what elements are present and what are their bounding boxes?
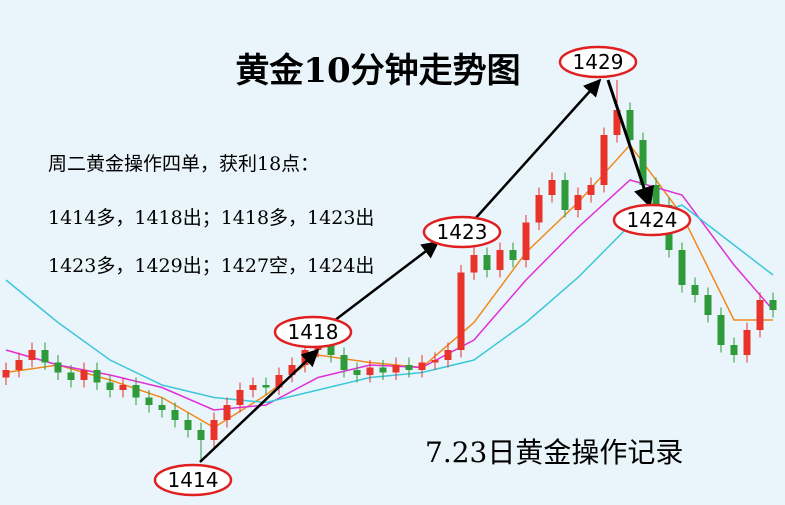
candle-body — [145, 397, 153, 405]
candle-body — [444, 350, 452, 360]
annotation: 1418 — [288, 320, 339, 344]
annotation-bubble — [558, 45, 638, 79]
candle-body — [132, 385, 140, 398]
note: 1414多，1418出；1418多，1423出 — [48, 207, 374, 229]
candle-body — [80, 370, 88, 380]
overlay: 1414 1418 1423 1429 1424 — [153, 45, 692, 497]
candle-body — [93, 370, 101, 383]
candle-body — [756, 300, 764, 330]
candle-body — [678, 250, 686, 285]
candle-body — [184, 420, 192, 430]
candle-body — [522, 222, 530, 260]
annotation: 1414 — [168, 468, 219, 492]
candle-body — [613, 110, 621, 135]
arrow — [606, 79, 654, 208]
candle-body — [535, 195, 543, 223]
candle-body — [249, 385, 257, 390]
candle-body — [743, 330, 751, 355]
candle-body — [67, 372, 75, 380]
candle-body — [171, 410, 179, 420]
candle-body — [626, 110, 634, 140]
candle-body — [509, 250, 517, 260]
candle-body — [457, 272, 465, 350]
plot — [2, 80, 777, 460]
candle-body — [275, 375, 283, 388]
candle-body — [418, 362, 426, 370]
candle-body — [483, 255, 491, 270]
note: 1423多，1429出；1427空，1424出 — [48, 255, 374, 277]
footer: 7.23日黄金操作记录 — [425, 436, 683, 469]
candle-body — [28, 350, 36, 360]
candle-body — [353, 370, 361, 375]
candle-body — [769, 300, 777, 310]
candle-body — [366, 367, 374, 375]
annotation-bubble — [612, 203, 692, 237]
chart-title: 黄金10分钟走势图 — [235, 51, 520, 91]
candle-body — [587, 185, 595, 195]
annotation: 1423 — [437, 220, 488, 244]
annotation: 1429 — [573, 50, 624, 74]
candle-body — [236, 390, 244, 405]
candle-body — [210, 420, 218, 440]
candle-body — [392, 365, 400, 373]
candle-body — [431, 360, 439, 363]
candle-body — [158, 405, 166, 410]
candle-body — [496, 250, 504, 270]
candle-body — [41, 350, 49, 363]
annotation: 1424 — [627, 208, 678, 232]
candle-body — [548, 180, 556, 195]
candle-body — [288, 365, 296, 375]
candle-body — [262, 385, 270, 388]
annotation-bubble — [273, 315, 353, 349]
candle-body — [561, 180, 569, 210]
candle-body — [340, 355, 348, 370]
candle-body — [54, 362, 62, 373]
annotation-bubble — [153, 463, 233, 497]
candle-body — [2, 370, 10, 378]
note: 周二黄金操作四单，获利18点： — [48, 153, 319, 175]
arrow — [321, 240, 440, 331]
annotation-bubble — [422, 215, 502, 249]
candle-body — [223, 405, 231, 420]
candle-body — [106, 382, 114, 390]
arrow — [199, 348, 320, 463]
candle-body — [730, 345, 738, 355]
candle-body — [717, 315, 725, 345]
candle-body — [639, 140, 647, 185]
arrow — [473, 78, 602, 221]
candle-body — [405, 365, 413, 370]
candle-body — [379, 367, 387, 373]
candle-body — [691, 285, 699, 295]
candle-body — [704, 295, 712, 315]
candle-body — [15, 360, 23, 370]
candle-body — [470, 255, 478, 273]
candle-body — [119, 385, 127, 390]
candle-body — [197, 430, 205, 440]
candle-body — [600, 135, 608, 185]
candle-body — [574, 195, 582, 210]
candle-body — [652, 185, 660, 205]
